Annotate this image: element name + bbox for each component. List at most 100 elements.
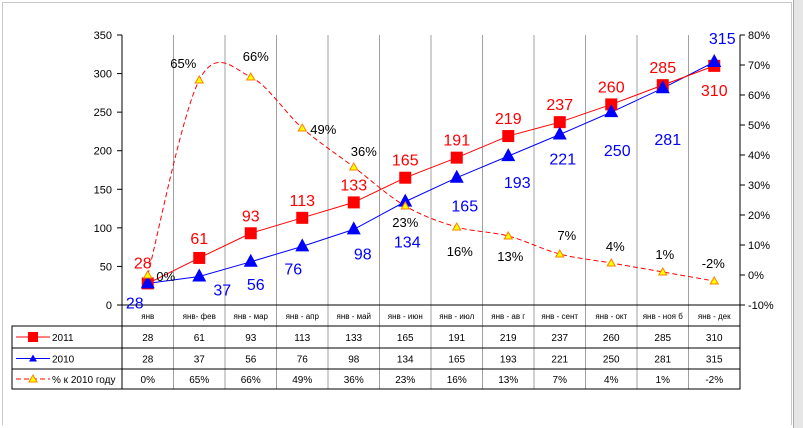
data-label-2010: 98 — [354, 246, 372, 263]
table-cell: 237 — [551, 333, 568, 344]
point-2011 — [502, 130, 515, 143]
table-cell: 4% — [604, 375, 619, 386]
right-tick-label: 60% — [748, 90, 770, 102]
point-percent — [606, 257, 617, 267]
right-tick-label: 10% — [748, 240, 770, 252]
right-tick-label: 50% — [748, 120, 770, 132]
table-cell: 16% — [447, 375, 467, 386]
table-cell: 23% — [395, 375, 415, 386]
point-2010 — [346, 221, 361, 235]
data-label-percent: 66% — [243, 49, 269, 64]
table-cell: 98 — [348, 355, 360, 366]
category-label: янв - ноя б — [643, 312, 684, 321]
point-2011 — [296, 211, 309, 224]
table-cell: -2% — [705, 375, 723, 386]
data-label-2011: 237 — [546, 97, 573, 114]
table-cell: 191 — [448, 333, 465, 344]
point-2011 — [244, 227, 257, 240]
data-label-2011: 191 — [443, 133, 470, 150]
point-percent — [451, 221, 462, 231]
scrollbar[interactable] — [793, 0, 803, 428]
table-cell: 219 — [500, 333, 517, 344]
table-cell: 66% — [241, 375, 261, 386]
category-label: янв - дек — [698, 312, 731, 321]
right-tick-label: 20% — [748, 210, 770, 222]
point-2010 — [140, 275, 155, 289]
series-line-2010 — [147, 61, 715, 284]
table-cell: 315 — [706, 355, 723, 366]
table-cell: 93 — [245, 333, 257, 344]
right-tick-label: 80% — [748, 30, 770, 42]
point-percent — [245, 71, 256, 81]
left-tick-label: 200 — [94, 146, 112, 158]
point-2010 — [707, 54, 722, 67]
left-tick-label: 0 — [106, 300, 112, 312]
series-line-2011 — [147, 65, 715, 284]
data-label-2010: 56 — [247, 277, 265, 294]
data-label-percent: 36% — [351, 144, 377, 159]
data-label-2011: 28 — [134, 255, 152, 272]
data-label-percent: 7% — [557, 228, 576, 243]
point-percent — [348, 161, 359, 171]
point-percent — [297, 122, 308, 132]
data-table-border — [11, 325, 741, 390]
category-label: янв — [141, 312, 154, 321]
right-tick-label: -10% — [748, 300, 774, 312]
data-label-2011: 310 — [701, 83, 728, 100]
category-label: янв - июн — [388, 312, 423, 321]
data-label-2011: 219 — [495, 111, 522, 128]
table-cell: 134 — [397, 355, 414, 366]
table-cell: 7% — [553, 375, 568, 386]
point-2010 — [501, 148, 516, 162]
right-tick-label: 30% — [748, 180, 770, 192]
point-2010 — [398, 193, 413, 207]
data-label-2011: 260 — [598, 79, 625, 96]
table-cell: 165 — [448, 355, 465, 366]
point-percent — [657, 266, 668, 276]
table-cell: 221 — [551, 355, 568, 366]
data-label-2011: 133 — [340, 177, 367, 194]
table-cell: 36% — [344, 375, 364, 386]
table-cell: 310 — [706, 333, 723, 344]
table-cell: 1% — [656, 375, 671, 386]
data-label-2010: 193 — [504, 175, 531, 192]
data-label-percent: -2% — [702, 256, 726, 271]
data-label-percent: 49% — [310, 122, 336, 137]
data-label-2010: 28 — [126, 295, 144, 312]
right-tick-label: 0% — [748, 270, 764, 282]
point-2011 — [399, 171, 412, 184]
table-cell: 61 — [194, 333, 206, 344]
chart-frame — [2, 2, 792, 425]
data-label-2010: 281 — [654, 132, 681, 149]
table-cell: 281 — [654, 355, 671, 366]
data-label-2011: 113 — [289, 193, 315, 210]
left-tick-label: 250 — [94, 107, 112, 119]
data-label-percent: 23% — [392, 215, 418, 230]
point-2010 — [295, 238, 310, 252]
table-cell: 250 — [603, 355, 620, 366]
table-cell: 76 — [297, 355, 309, 366]
category-label: янв - май — [336, 312, 371, 321]
table-cell: 56 — [245, 355, 257, 366]
table-cell: 285 — [654, 333, 671, 344]
legend-marker-triangle — [28, 373, 38, 383]
data-label-2011: 93 — [242, 208, 260, 225]
data-label-2010: 315 — [709, 31, 736, 48]
point-2011 — [450, 151, 463, 164]
data-label-percent: 65% — [170, 56, 196, 71]
point-2010 — [449, 169, 464, 183]
legend-label: 2010 — [52, 355, 75, 366]
point-percent — [194, 74, 205, 84]
left-tick-label: 350 — [94, 30, 112, 42]
data-label-2011: 165 — [392, 153, 419, 170]
right-tick-label: 70% — [748, 60, 770, 72]
point-percent — [142, 269, 153, 279]
point-percent — [709, 275, 720, 285]
table-cell: 113 — [294, 333, 310, 344]
data-label-percent: 1% — [655, 247, 674, 262]
category-label: янв - июл — [439, 312, 474, 321]
table-cell: 13% — [498, 375, 518, 386]
point-2011 — [553, 116, 566, 129]
